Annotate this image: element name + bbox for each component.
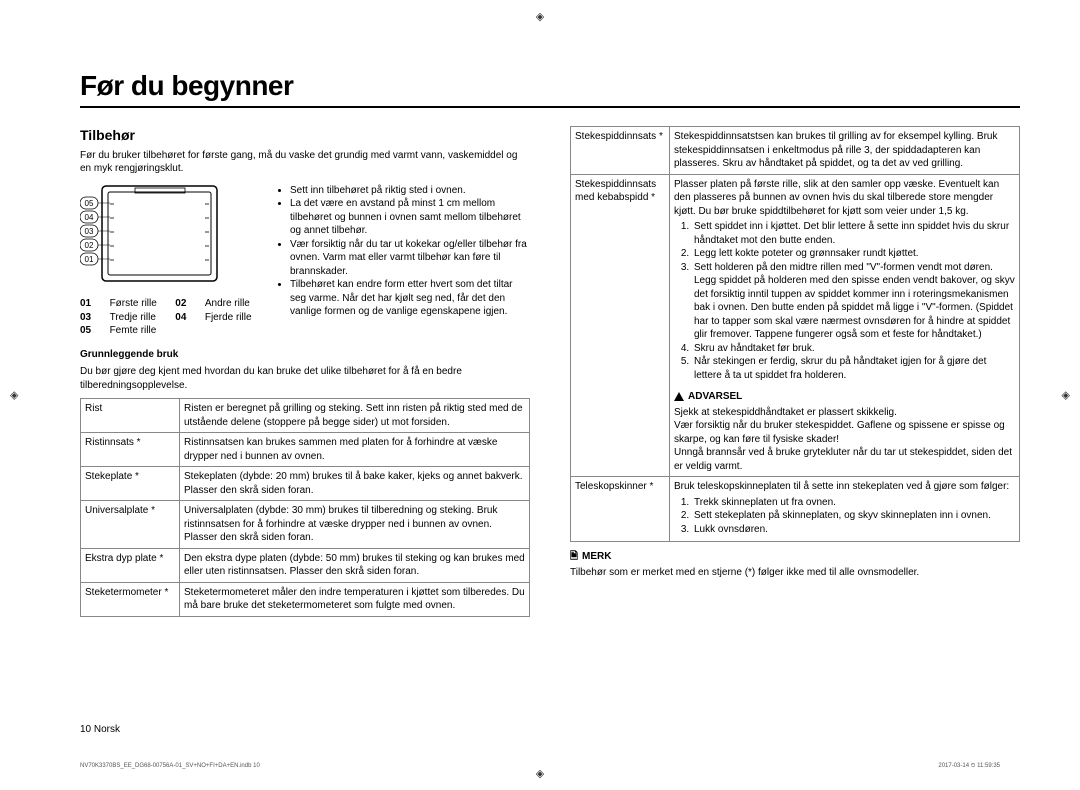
- svg-text:01: 01: [85, 255, 94, 264]
- subsection-title: Grunnleggende bruk: [80, 348, 530, 362]
- svg-text:04: 04: [85, 213, 94, 222]
- note-heading: MERK: [570, 550, 1020, 564]
- footer-right: 2017-03-14 ⏲ 11:59:35: [938, 763, 1000, 770]
- title-rule: [80, 106, 1020, 108]
- level-legend: 01Første rille02Andre rille03Tredje rill…: [80, 297, 260, 338]
- accessories-table-1: RistRisten er beregnet på grilling og st…: [80, 398, 530, 617]
- accessories-table-2: Stekespiddinnsats *Stekespiddinnsatstsen…: [570, 126, 1020, 542]
- print-footer: NV70K3370BS_EE_DG68-00756A-01_SV+NO+FI+D…: [80, 763, 1000, 770]
- subsection-text: Du bør gjøre deg kjent med hvordan du ka…: [80, 365, 530, 392]
- oven-diagram-block: 05 04 03 02 01 01Første rille02Andre rille03…: [80, 184, 530, 338]
- oven-diagram: 05 04 03 02 01 01Første rille02Andre rille03…: [80, 184, 260, 338]
- oven-bullets: Sett inn tilbehøret på riktig sted i ovn…: [276, 184, 530, 319]
- warning-heading: ADVARSEL: [674, 390, 1015, 404]
- section-title: Tilbehør: [80, 126, 530, 145]
- page-title: Før du begynner: [80, 70, 1020, 102]
- svg-text:02: 02: [85, 241, 94, 250]
- crop-mark: ◈: [10, 389, 18, 402]
- note-text: Tilbehør som er merket med en stjerne (*…: [570, 566, 1020, 580]
- footer-left: NV70K3370BS_EE_DG68-00756A-01_SV+NO+FI+D…: [80, 763, 260, 770]
- crop-mark: ◈: [1062, 389, 1070, 402]
- svg-text:03: 03: [85, 227, 94, 236]
- intro-text: Før du bruker tilbehøret for første gang…: [80, 149, 530, 176]
- page-number: 10 Norsk: [80, 724, 120, 735]
- crop-mark: ◈: [536, 10, 544, 23]
- svg-text:05: 05: [85, 199, 94, 208]
